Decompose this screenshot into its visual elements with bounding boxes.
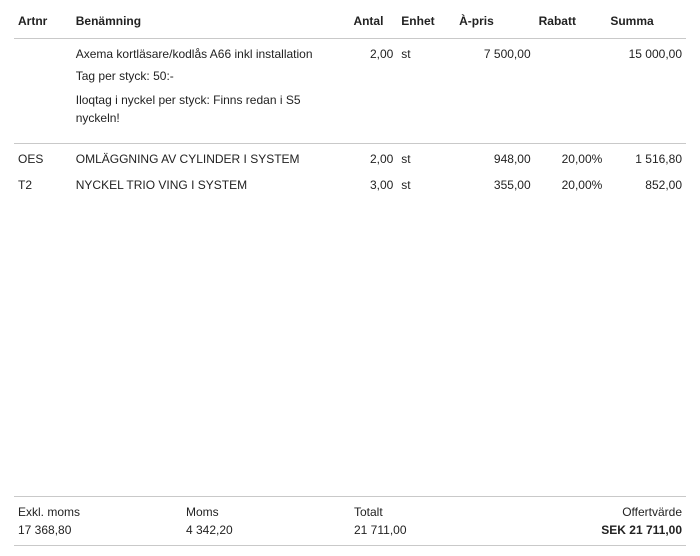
totalt-label: Totalt — [350, 497, 484, 522]
col-apris: À-pris — [455, 8, 535, 39]
cell-name: Axema kortläsare/kodlås A66 inkl install… — [72, 39, 350, 132]
cell-summa: 15 000,00 — [606, 39, 686, 132]
totals-table: Exkl. moms Moms Totalt Offertvärde 17 36… — [14, 496, 686, 546]
cell-name: OMLÄGGNING AV CYLINDER I SYSTEM — [72, 144, 350, 171]
cell-rabatt — [535, 39, 607, 132]
cell-pris: 355,00 — [455, 170, 535, 196]
cell-artnr — [14, 39, 72, 132]
cell-enhet: st — [397, 39, 455, 132]
item-sub1: Tag per styck: 50:- — [76, 67, 346, 85]
totals-section: Exkl. moms Moms Totalt Offertvärde 17 36… — [14, 496, 686, 546]
moms-value: 4 342,20 — [182, 521, 350, 546]
row-separator — [14, 131, 686, 144]
col-antal: Antal — [349, 8, 397, 39]
cell-name: NYCKEL TRIO VING I SYSTEM — [72, 170, 350, 196]
offert-label: Offertvärde — [484, 497, 686, 522]
item-name: Axema kortläsare/kodlås A66 inkl install… — [76, 47, 313, 61]
exkl-moms-value: 17 368,80 — [14, 521, 182, 546]
cell-antal: 3,00 — [349, 170, 397, 196]
moms-label: Moms — [182, 497, 350, 522]
col-benamning: Benämning — [72, 8, 350, 39]
table-row: T2 NYCKEL TRIO VING I SYSTEM 3,00 st 355… — [14, 170, 686, 196]
item-sub2: Iloqtag i nyckel per styck: Finns redan … — [76, 91, 346, 127]
cell-summa: 1 516,80 — [606, 144, 686, 171]
cell-enhet: st — [397, 170, 455, 196]
totalt-value: 21 711,00 — [350, 521, 484, 546]
exkl-moms-label: Exkl. moms — [14, 497, 182, 522]
col-rabatt: Rabatt — [535, 8, 607, 39]
cell-antal: 2,00 — [349, 144, 397, 171]
cell-antal: 2,00 — [349, 39, 397, 132]
cell-pris: 7 500,00 — [455, 39, 535, 132]
cell-rabatt: 20,00% — [535, 144, 607, 171]
cell-artnr: OES — [14, 144, 72, 171]
table-row: Axema kortläsare/kodlås A66 inkl install… — [14, 39, 686, 132]
cell-artnr: T2 — [14, 170, 72, 196]
col-artnr: Artnr — [14, 8, 72, 39]
offert-value: SEK 21 711,00 — [484, 521, 686, 546]
cell-summa: 852,00 — [606, 170, 686, 196]
line-items-table: Artnr Benämning Antal Enhet À-pris Rabat… — [14, 8, 686, 196]
col-summa: Summa — [606, 8, 686, 39]
table-row: OES OMLÄGGNING AV CYLINDER I SYSTEM 2,00… — [14, 144, 686, 171]
cell-enhet: st — [397, 144, 455, 171]
table-header-row: Artnr Benämning Antal Enhet À-pris Rabat… — [14, 8, 686, 39]
col-enhet: Enhet — [397, 8, 455, 39]
cell-rabatt: 20,00% — [535, 170, 607, 196]
cell-pris: 948,00 — [455, 144, 535, 171]
